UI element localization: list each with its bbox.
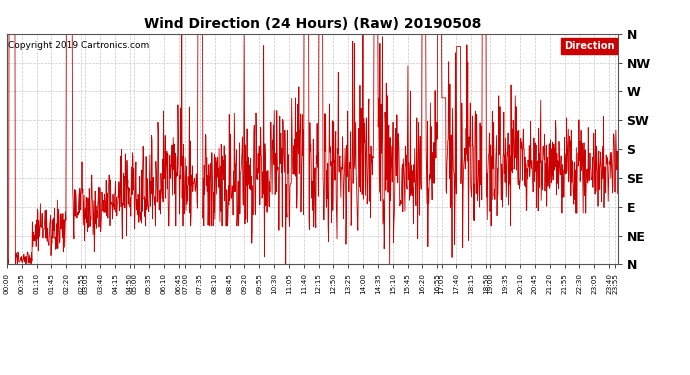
Text: Direction: Direction (564, 40, 615, 51)
Title: Wind Direction (24 Hours) (Raw) 20190508: Wind Direction (24 Hours) (Raw) 20190508 (144, 17, 481, 31)
Text: Copyright 2019 Cartronics.com: Copyright 2019 Cartronics.com (8, 40, 149, 50)
